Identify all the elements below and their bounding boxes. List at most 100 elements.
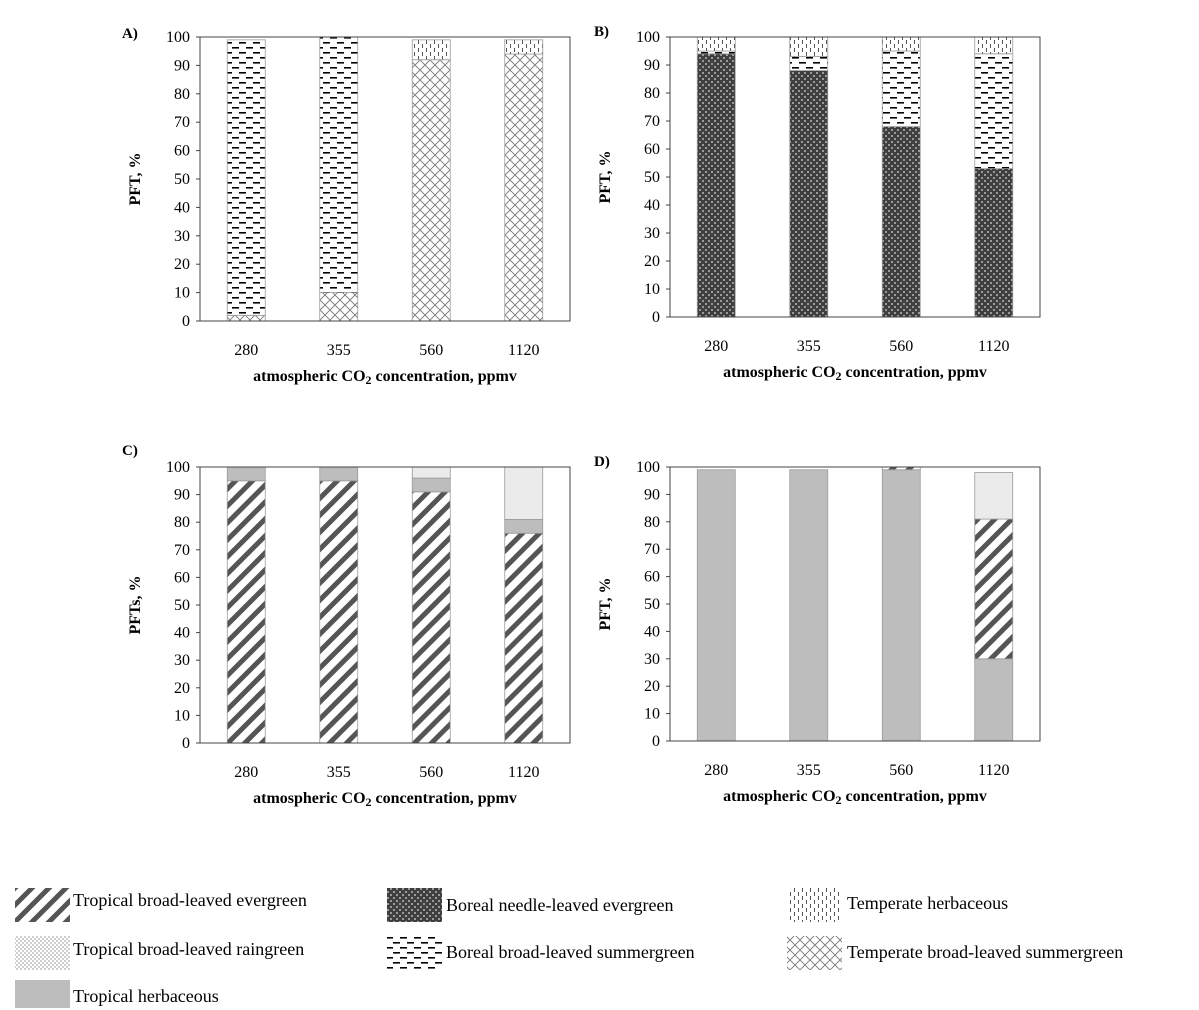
x-tick-label: 280: [704, 762, 728, 779]
bar-boreal-broad-leaved-summergreen-355: [789, 56, 829, 71]
x-tick-label: 1120: [508, 342, 539, 359]
y-tick-label: 20: [644, 253, 660, 270]
x-axis-title: atmospheric CO2 concentration, ppmv: [723, 788, 987, 807]
y-tick-label: 0: [652, 309, 660, 326]
x-tick-label: 560: [419, 342, 443, 359]
y-tick-label: 100: [636, 459, 660, 476]
y-tick-label: 100: [166, 29, 190, 46]
y-tick-label: 100: [166, 459, 190, 476]
legend-item-boreal-needle-leaved-evergreen: Boreal needle-leaved evergreen: [387, 888, 674, 922]
y-tick-label: 70: [174, 542, 190, 559]
x-axis-title: atmospheric CO2 concentration, ppmv: [253, 368, 517, 387]
bar-tropical-herbaceous-560: [881, 469, 921, 742]
panel-label: C): [122, 443, 138, 459]
x-tick-label: 280: [704, 338, 728, 355]
y-tick-label: 90: [644, 57, 660, 74]
bar-tropical-broad-leaved-raingreen-560: [411, 466, 451, 479]
legend-swatch: [15, 888, 70, 922]
y-tick-label: 20: [644, 678, 660, 695]
y-tick-label: 80: [174, 514, 190, 531]
y-tick-label: 50: [644, 169, 660, 186]
y-tick-label: 20: [174, 680, 190, 697]
bar-boreal-needle-leaved-evergreen-280: [696, 53, 736, 318]
x-tick-label: 355: [327, 764, 351, 781]
bar-temperate-herbaceous-280: [696, 36, 736, 52]
bar-temperate-herbaceous-1120: [974, 36, 1014, 55]
bar-boreal-needle-leaved-evergreen-560: [881, 126, 921, 318]
y-axis-title: PFTs, %: [127, 576, 144, 635]
bar-tropical-herbaceous-1120: [974, 658, 1014, 742]
x-tick-label: 1120: [978, 338, 1009, 355]
x-tick-label: 1120: [508, 764, 539, 781]
x-tick-label: 560: [889, 338, 913, 355]
bar-boreal-broad-leaved-summergreen-355: [319, 36, 359, 294]
legend-swatch: [15, 980, 70, 1008]
legend-label: Tropical broad-leaved raingreen: [73, 939, 304, 959]
y-tick-label: 80: [174, 86, 190, 103]
y-tick-label: 40: [644, 623, 660, 640]
y-tick-label: 10: [174, 285, 190, 302]
y-tick-label: 90: [644, 486, 660, 503]
y-tick-label: 100: [636, 29, 660, 46]
legend-label: Boreal broad-leaved summergreen: [446, 942, 695, 962]
y-tick-label: 10: [644, 706, 660, 723]
y-tick-label: 10: [644, 281, 660, 298]
bar-boreal-broad-leaved-summergreen-280: [696, 50, 736, 55]
y-tick-label: 30: [644, 651, 660, 668]
bar-temperate-broad-leaved-summergreen-560: [411, 59, 451, 322]
bar-temperate-herbaceous-560: [881, 36, 921, 52]
y-tick-label: 70: [644, 541, 660, 558]
y-tick-label: 30: [644, 225, 660, 242]
bar-temperate-broad-leaved-summergreen-280: [226, 314, 266, 322]
y-tick-label: 40: [174, 199, 190, 216]
panel-b: 280 355 560 1120 0 10 20 30 40 50 60 70 80 90 100 B) PFT…: [594, 24, 1041, 383]
bar-tropical-herbaceous-1120: [504, 519, 544, 534]
y-tick-label: 70: [644, 113, 660, 130]
bar-tropical-broad-leaved-evergreen-280: [226, 480, 266, 744]
y-tick-label: 60: [644, 141, 660, 158]
panel-label: A): [122, 26, 138, 42]
legend-label: Temperate broad-leaved summergreen: [847, 942, 1123, 962]
x-tick-label: 1120: [978, 762, 1009, 779]
x-tick-label: 560: [889, 762, 913, 779]
y-tick-label: 30: [174, 652, 190, 669]
y-tick-label: 90: [174, 57, 190, 74]
bar-tropical-broad-leaved-raingreen-1120: [504, 466, 544, 520]
bar-tropical-broad-leaved-evergreen-1120: [974, 518, 1014, 660]
x-tick-label: 280: [234, 342, 258, 359]
y-tick-label: 50: [174, 171, 190, 188]
y-tick-label: 60: [644, 569, 660, 586]
x-tick-label: 560: [419, 764, 443, 781]
legend-item-tropical-broad-leaved-raingreen: Tropical broad-leaved raingreen: [15, 936, 304, 970]
x-tick-label: 355: [797, 338, 821, 355]
y-tick-label: 80: [644, 514, 660, 531]
y-axis-title: PFT, %: [597, 150, 614, 203]
y-tick-label: 0: [182, 313, 190, 330]
bar-boreal-needle-leaved-evergreen-355: [789, 70, 829, 318]
y-tick-label: 80: [644, 85, 660, 102]
legend-label: Tropical herbaceous: [73, 986, 219, 1006]
y-tick-label: 0: [652, 733, 660, 750]
y-tick-label: 60: [174, 143, 190, 160]
x-tick-label: 280: [234, 764, 258, 781]
legend: Tropical broad-leaved evergreen Tropical …: [15, 888, 1123, 1008]
bar-tropical-broad-leaved-evergreen-1120: [504, 532, 544, 744]
bar-tropical-herbaceous-280: [696, 469, 736, 742]
legend-label: Temperate herbaceous: [847, 893, 1008, 913]
bar-tropical-broad-leaved-evergreen-560: [411, 491, 451, 744]
panel-label: D): [594, 454, 610, 470]
bar-temperate-broad-leaved-summergreen-355: [319, 292, 359, 322]
bar-boreal-broad-leaved-summergreen-280: [226, 39, 266, 316]
bar-tropical-broad-leaved-evergreen-355: [319, 480, 359, 744]
y-axis-title: PFT, %: [597, 577, 614, 630]
legend-label: Boreal needle-leaved evergreen: [446, 895, 674, 915]
y-tick-label: 40: [644, 197, 660, 214]
y-tick-label: 20: [174, 256, 190, 273]
x-tick-label: 355: [797, 762, 821, 779]
y-tick-label: 10: [174, 707, 190, 724]
panel-d: 280 355 560 1120 0 10 20 30 40 50 60 70 80 90 100 D) PFT…: [594, 454, 1041, 807]
x-axis-title: atmospheric CO2 concentration, ppmv: [253, 790, 517, 809]
bar-boreal-broad-leaved-summergreen-560: [881, 50, 921, 127]
bar-boreal-broad-leaved-summergreen-1120: [974, 53, 1014, 170]
